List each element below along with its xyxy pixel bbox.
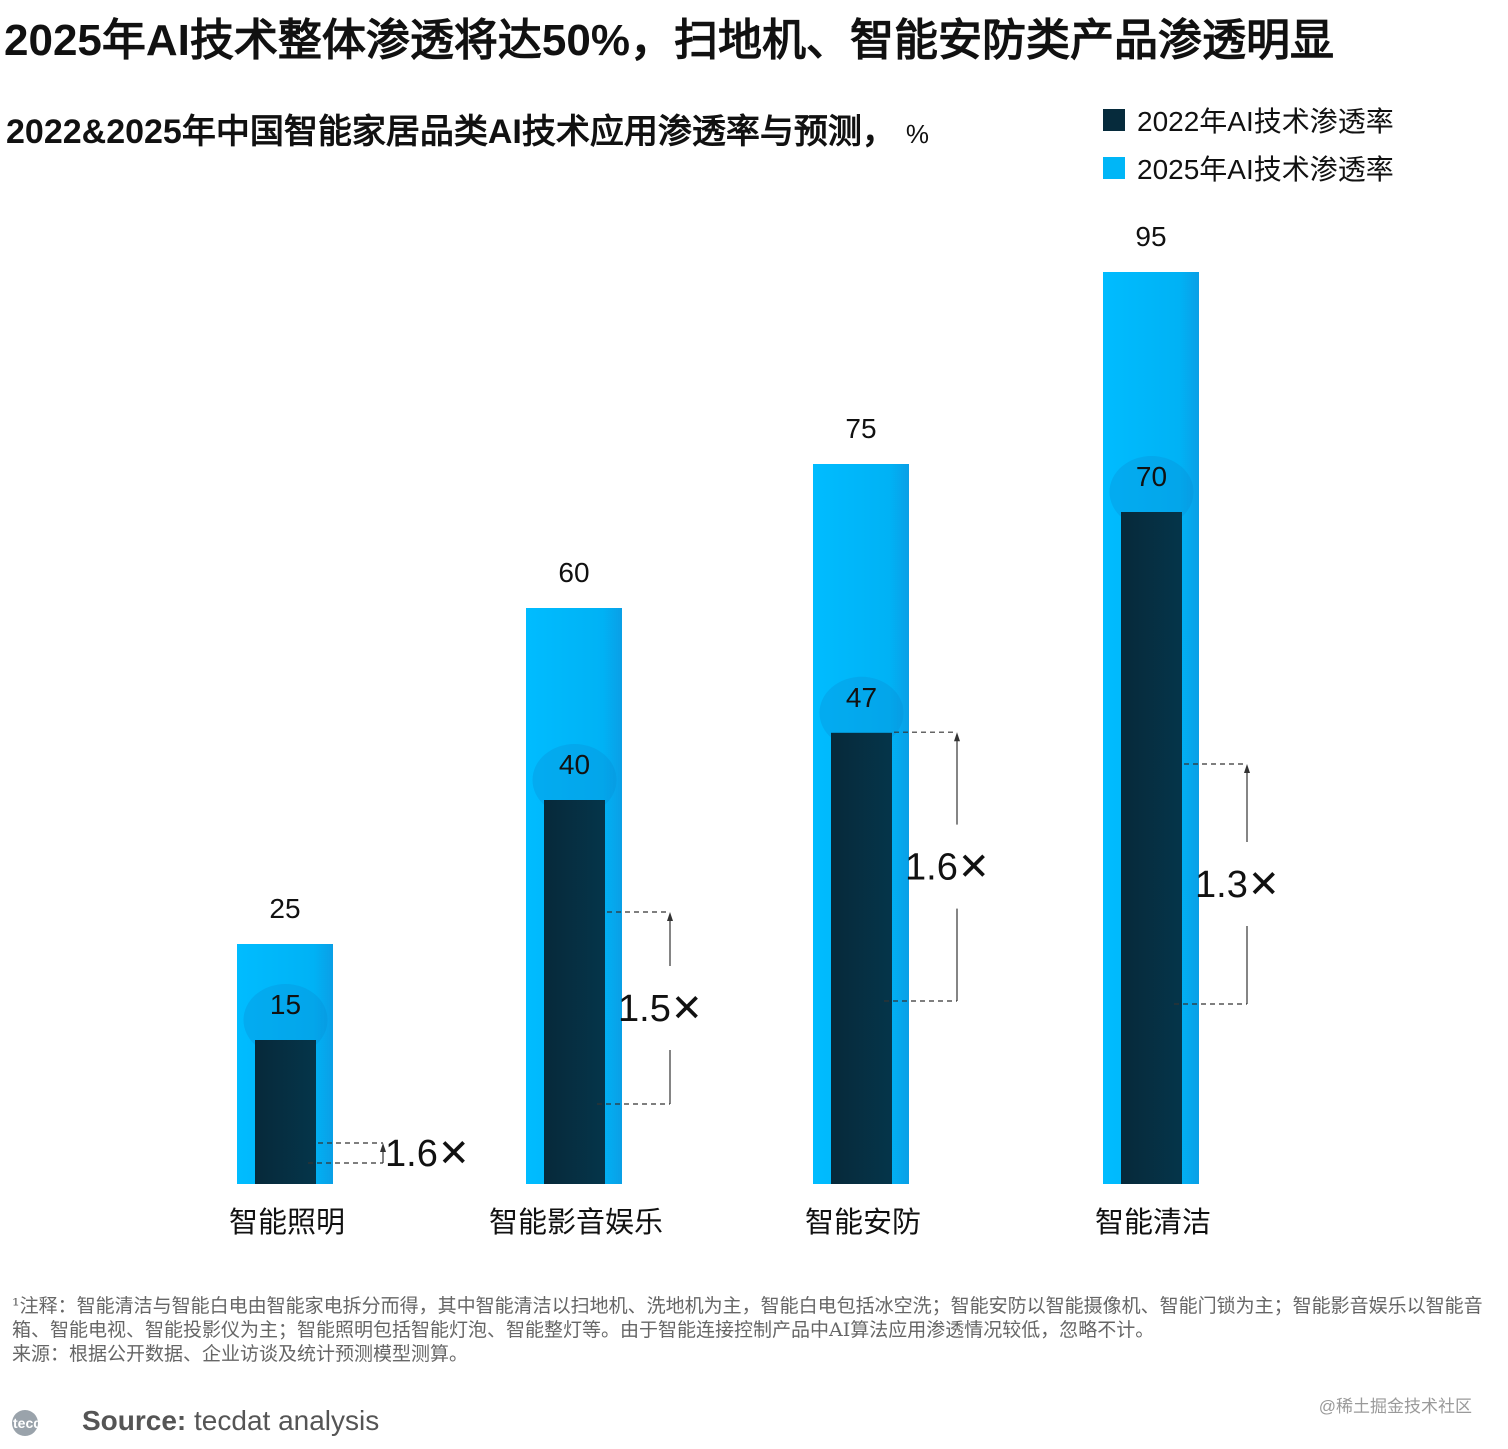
source-footer: Source: tecdat analysis — [82, 1405, 379, 1437]
legend-label-2022: 2022年AI技术渗透率 — [1137, 106, 1394, 137]
bar-2022-lighting — [255, 1040, 316, 1184]
bar-glow-cleaning — [1109, 456, 1194, 528]
multiplier-entertainment: 1.5✕ — [618, 988, 703, 1030]
source-note: 来源：根据公开数据、企业访谈及统计预测模型测算。 — [12, 1343, 469, 1365]
legend-label-2025: 2025年AI技术渗透率 — [1137, 154, 1394, 185]
bracket-arrow-entertainment — [667, 912, 673, 921]
label-2025-security: 75 — [845, 413, 876, 444]
legend-swatch-2022 — [1103, 109, 1125, 131]
bar-glow-entertainment — [532, 744, 617, 816]
tecdat-logo: tecdat — [12, 1410, 55, 1436]
label-2025-entertainment: 60 — [558, 557, 589, 588]
bar-glow-security — [819, 676, 904, 749]
bracket-arrow-lighting — [380, 1143, 386, 1152]
multiplier-security: 1.6✕ — [905, 847, 990, 889]
bracket-arrow-security — [954, 732, 960, 742]
bar-2022-cleaning — [1121, 512, 1182, 1184]
logo-text: tecdat — [13, 1415, 55, 1431]
label-2022-cleaning: 70 — [1136, 461, 1167, 492]
bracket-arrow-cleaning — [1244, 764, 1250, 773]
label-2022-lighting: 15 — [270, 989, 301, 1020]
legend: 2022年AI技术渗透率 2025年AI技术渗透率 — [1103, 96, 1394, 192]
category-label-security: 智能安防 — [805, 1206, 921, 1239]
legend-swatch-2025 — [1103, 157, 1125, 179]
chart-unit: % — [905, 119, 929, 149]
multiplier-cleaning: 1.3✕ — [1195, 864, 1280, 906]
label-2022-entertainment: 40 — [559, 749, 590, 780]
label-2025-lighting: 25 — [269, 893, 300, 924]
bar-2022-entertainment — [544, 800, 605, 1184]
category-label-cleaning: 智能清洁 — [1095, 1206, 1211, 1239]
category-label-lighting: 智能照明 — [229, 1206, 345, 1239]
label-2025-cleaning: 95 — [1135, 221, 1166, 252]
bar-chart: 25 15 智能照明 1.6✕ 60 40 智能影音娱乐 1.5✕ 75 47 智能安防 1.6✕ 95… — [229, 221, 1280, 1239]
headline: 2025年AI技术整体渗透将达50%，扫地机、智能安防类产品渗透明显 — [4, 16, 1334, 65]
legend-item-2022: 2022年AI技术渗透率 — [1103, 96, 1394, 144]
bar-2022-security — [831, 732, 892, 1184]
bar-glow-lighting — [243, 984, 328, 1056]
legend-item-2025: 2025年AI技术渗透率 — [1103, 144, 1394, 192]
note-text: ¹注释：智能清洁与智能白电由智能家电拆分而得，其中智能清洁以扫地机、洗地机为主，… — [12, 1295, 1483, 1341]
watermark: @稀土掘金技术社区 — [1318, 1397, 1472, 1416]
multiplier-lighting: 1.6✕ — [385, 1133, 470, 1175]
category-label-entertainment: 智能影音娱乐 — [489, 1206, 663, 1239]
source-value: tecdat analysis — [194, 1405, 380, 1436]
chart-title: 2022&2025年中国智能家居品类AI技术应用渗透率与预测，% — [6, 104, 929, 153]
notes-block: ¹注释：智能清洁与智能白电由智能家电拆分而得，其中智能清洁以扫地机、洗地机为主，… — [12, 1294, 1490, 1366]
bars-layer: 25 15 智能照明 1.6✕ 60 40 智能影音娱乐 1.5✕ 75 47 智能安防 1.6✕ 95… — [229, 221, 1280, 1239]
label-2022-security: 47 — [846, 682, 877, 713]
chart-title-text: 2022&2025年中国智能家居品类AI技术应用渗透率与预测， — [6, 113, 896, 151]
source-label: Source: — [82, 1405, 187, 1436]
